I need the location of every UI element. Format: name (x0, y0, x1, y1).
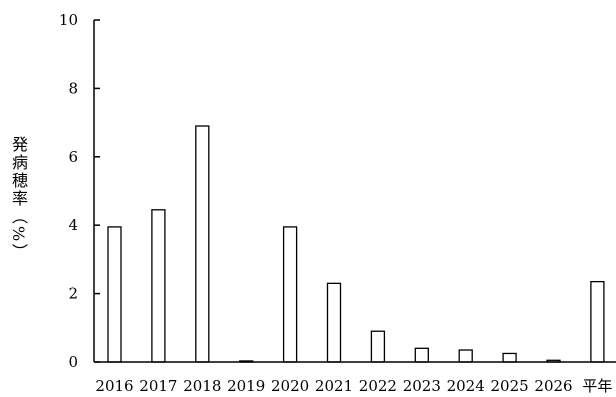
bars (107, 125, 605, 363)
y-tick-label: 10 (59, 11, 78, 29)
y-tick-label: 2 (68, 285, 78, 303)
bar-2022 (370, 330, 386, 363)
x-tick-label: 2021 (315, 377, 353, 395)
x-tick-label: 2023 (403, 377, 441, 395)
x-tick-label: 2019 (227, 377, 265, 395)
y-tick-label: 8 (68, 79, 78, 97)
y-axis-ticks: 0 2 4 6 8 10 (59, 11, 100, 371)
bar-2021 (326, 282, 342, 363)
bar-2020 (282, 226, 298, 363)
bar-2017 (151, 209, 166, 363)
x-tick-label: 2016 (95, 377, 133, 395)
bar-2018 (195, 125, 210, 363)
x-tick-label: 2022 (359, 377, 397, 395)
x-tick-label: 2018 (183, 377, 221, 395)
x-tick-label: 2017 (139, 377, 177, 395)
bar-2025 (502, 352, 517, 363)
bar-2016 (107, 226, 122, 363)
bar-2023 (414, 347, 429, 363)
y-axis-label: 発病穂率（%） (9, 136, 28, 262)
x-tick-label: 2024 (447, 377, 485, 395)
x-tick-label: 2026 (534, 377, 572, 395)
bar-2024 (458, 349, 473, 363)
x-tick-label: 平年 (582, 377, 612, 395)
x-axis-ticks: 2016 2017 2018 2019 2020 2021 2022 2023 2024 2025… (95, 377, 612, 395)
y-tick-label: 0 (68, 353, 78, 371)
x-tick-label: 2020 (271, 377, 309, 395)
y-tick-label: 4 (68, 216, 78, 234)
x-tick-label: 2025 (491, 377, 529, 395)
y-tick-label: 6 (68, 148, 78, 166)
bar-平年 (590, 280, 605, 363)
